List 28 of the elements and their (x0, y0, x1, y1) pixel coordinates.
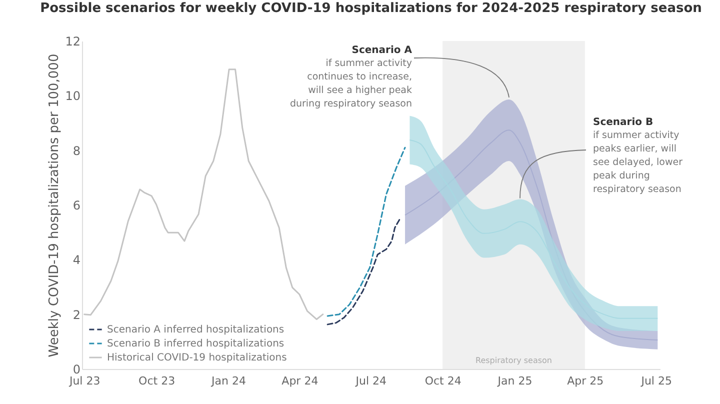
legend-label: Historical COVID-19 hospitalizations (107, 352, 287, 364)
y-tick-label: 12 (65, 34, 80, 48)
y-tick-label: 2 (72, 308, 80, 322)
x-tick-label: Jul 24 (354, 374, 386, 388)
line-series (326, 218, 400, 326)
y-tick-label: 0 (72, 362, 80, 376)
legend-label: Scenario B inferred hospitalizations (107, 338, 284, 350)
chart-title: Possible scenarios for weekly COVID-19 hospitalizations for 2024-2025 respiratory season (40, 1, 702, 16)
x-tick-label: Apr 24 (282, 374, 318, 388)
y-tick-label: 8 (72, 144, 80, 158)
x-tick-label: Jan 24 (210, 374, 246, 388)
y-tick-label: 6 (72, 198, 80, 212)
annotation: Scenario A (352, 45, 412, 56)
y-axis-title: Weekly COVID-19 hospitalizations per 100,000 (47, 54, 62, 358)
x-tick-label: Oct 23 (138, 374, 176, 388)
x-tick-label: Jul 23 (68, 374, 100, 388)
x-tick-label: Apr 25 (567, 374, 604, 388)
x-tick-label: Jul 25 (640, 374, 672, 388)
y-tick-label: 4 (72, 253, 80, 268)
legend-label: Scenario A inferred hospitalizations (107, 324, 284, 336)
annotation: Scenario B (593, 117, 654, 128)
annotation: if summer activity continues to increase, will see a higher peak during respiratory season (290, 58, 412, 110)
annotation: if summer activity peaks earlier, will see delayed, lower peak during respiratory season (593, 130, 683, 195)
x-tick-label: Oct 24 (424, 374, 462, 388)
band-label: Respiratory season (475, 356, 552, 365)
x-tick-label: Jan 25 (496, 374, 532, 388)
y-tick-label: 10 (65, 89, 80, 104)
line-series (326, 146, 406, 317)
